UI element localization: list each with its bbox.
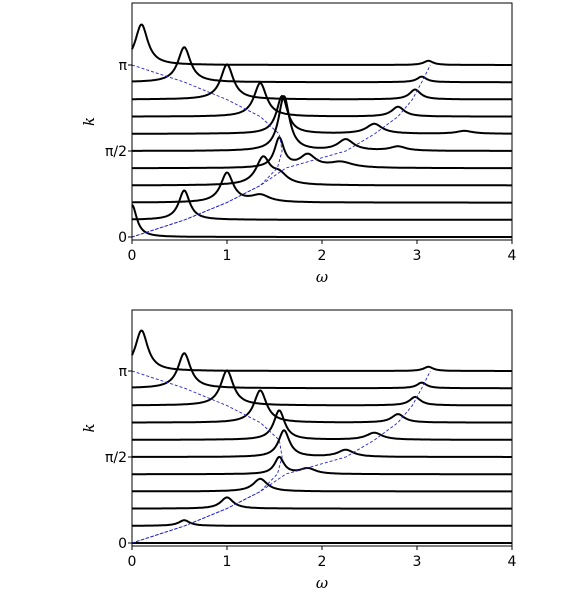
spectrum-trace-k6 xyxy=(132,94,512,135)
spectrum-trace-k3 xyxy=(132,477,512,493)
plot-frame xyxy=(131,309,513,547)
x-axis-label: ω xyxy=(316,574,328,592)
x-tick-label: 2 xyxy=(318,554,327,570)
spectrum-trace-k9 xyxy=(131,352,512,390)
spectrum-trace-k0 xyxy=(131,204,512,238)
y-axis-label: k xyxy=(80,117,98,126)
x-tick-label: 3 xyxy=(413,248,422,264)
top-panel: 0 1 2 3 4 0 π/2 π ω k xyxy=(80,2,517,286)
spectrum-trace-k4 xyxy=(132,455,512,476)
spectrum-trace-k10 xyxy=(131,23,512,66)
x-tick-label: 1 xyxy=(223,554,232,570)
spectrum-trace-k5 xyxy=(132,429,512,458)
y-tick-label: π xyxy=(119,364,128,380)
spectrum-trace-k9 xyxy=(131,46,512,84)
spectrum-trace-k2 xyxy=(132,496,512,510)
spectrum-trace-k2 xyxy=(132,171,512,204)
spectrum-trace-k5 xyxy=(132,95,512,152)
bottom-panel: 0 1 2 3 4 0 π/2 π ω k xyxy=(80,309,517,592)
x-tick-label: 4 xyxy=(508,248,517,264)
dispersion-lower-line xyxy=(131,370,431,544)
x-tick-label: 0 xyxy=(128,248,137,264)
spectrum-trace-k7 xyxy=(132,82,512,118)
y-tick-label: π/2 xyxy=(105,144,127,160)
spectrum-trace-k3 xyxy=(132,155,512,187)
spectrum-trace-k1 xyxy=(132,519,512,527)
x-tick-label: 2 xyxy=(318,248,327,264)
spectrum-trace-k7 xyxy=(132,389,512,424)
spectrum-trace-k1 xyxy=(132,189,512,221)
x-tick-label: 1 xyxy=(223,248,232,264)
spectrum-trace-k8 xyxy=(132,63,512,101)
x-tick-label: 3 xyxy=(413,554,422,570)
y-axis-label: k xyxy=(80,423,98,432)
y-tick-label: π/2 xyxy=(105,450,127,466)
spectrum-trace-k4 xyxy=(132,136,512,170)
plot-frame xyxy=(131,2,513,241)
dispersion-lower-line xyxy=(131,64,431,238)
x-axis-label: ω xyxy=(316,268,328,286)
x-tick-label: 4 xyxy=(508,554,517,570)
y-tick-label: 0 xyxy=(118,230,127,246)
spectrum-trace-k10 xyxy=(131,329,512,372)
x-tick-label: 0 xyxy=(128,554,137,570)
y-tick-label: π xyxy=(119,58,128,74)
spectrum-trace-k8 xyxy=(132,369,512,407)
spectrum-trace-k6 xyxy=(132,409,512,441)
y-tick-label: 0 xyxy=(118,536,127,552)
